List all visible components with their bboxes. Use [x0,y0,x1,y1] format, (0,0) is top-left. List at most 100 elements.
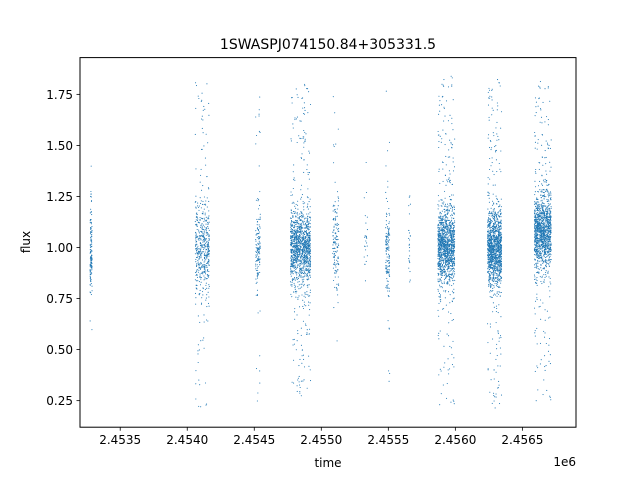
data-point [452,248,454,250]
data-point [308,365,310,367]
data-point [199,293,201,295]
data-point [205,223,207,225]
data-point [451,238,453,240]
data-point [452,157,454,159]
data-point [487,183,489,185]
data-point [448,178,450,180]
data-point [303,216,305,218]
data-point [452,319,454,321]
data-point [439,135,441,137]
data-point [389,275,391,278]
data-point [492,254,494,256]
data-point [448,322,450,324]
data-point [487,268,489,270]
data-point [442,252,444,254]
data-point [300,223,302,225]
data-point [492,132,494,134]
data-point [388,380,390,382]
data-point [498,380,500,383]
data-point [303,102,305,104]
data-point [291,246,293,248]
data-point [496,171,498,173]
data-point [295,203,297,205]
data-point [258,237,261,239]
data-point [494,211,496,213]
data-point [441,308,444,310]
data-point [493,218,495,220]
data-point [307,197,309,199]
data-point [438,374,440,376]
data-point [290,245,292,247]
data-point [292,179,295,181]
data-point [294,239,296,242]
data-point [302,280,304,282]
data-point [203,105,205,108]
data-point [255,367,258,370]
data-point [335,286,337,289]
data-point [488,279,490,281]
data-point [307,245,309,247]
data-point [500,241,502,243]
data-point [446,254,449,256]
data-point [204,203,206,205]
data-point [438,247,440,249]
data-point [385,227,387,229]
data-point [440,245,442,247]
data-point [388,264,391,266]
data-point [446,333,448,335]
data-point [440,273,442,275]
data-point [487,191,489,193]
data-point [452,260,454,262]
data-point [445,275,447,278]
data-point [448,263,450,265]
data-point [498,232,500,234]
data-point [304,217,306,219]
data-point [437,335,439,337]
data-point [296,314,298,316]
data-point [300,262,302,264]
data-point [489,147,491,149]
data-point [302,214,304,216]
data-point [198,294,200,296]
data-point [196,243,198,245]
data-point [440,274,442,277]
data-point [452,399,454,401]
data-point [290,239,292,242]
data-point [301,233,303,235]
data-point [494,219,496,221]
data-point [499,234,501,236]
data-point [332,204,335,206]
data-point [490,207,492,209]
data-point [448,210,450,212]
data-point [309,244,311,246]
data-point [199,197,201,199]
data-point [388,246,390,248]
data-point [333,240,335,242]
data-point [291,232,293,234]
data-point [301,259,303,261]
data-point [438,200,440,202]
data-point [408,244,410,246]
data-point [453,253,455,255]
data-point [290,194,292,197]
data-point [493,394,495,397]
data-point [450,258,452,260]
data-point [255,230,257,232]
data-point [337,228,339,230]
data-point [203,321,205,323]
data-point [387,271,389,273]
data-point [308,355,310,357]
data-point [207,234,209,236]
data-point [195,280,197,282]
data-point [497,135,499,137]
data-point [446,241,448,243]
data-point [309,236,311,238]
data-point [90,200,93,203]
data-point [388,239,391,241]
data-point [195,284,197,286]
data-point [297,230,299,232]
data-point [194,245,197,247]
data-point [257,312,259,314]
data-point [443,224,445,226]
data-point [305,133,307,135]
